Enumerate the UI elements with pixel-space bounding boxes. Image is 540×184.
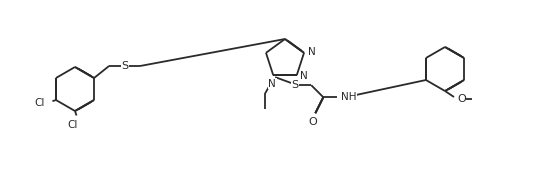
Text: Cl: Cl — [68, 120, 78, 130]
Text: N: N — [300, 71, 308, 81]
Text: O: O — [309, 117, 318, 127]
Text: S: S — [292, 80, 299, 90]
Text: O: O — [457, 94, 465, 104]
Text: N: N — [268, 79, 276, 89]
Text: NH: NH — [341, 92, 357, 102]
Text: N: N — [307, 47, 315, 57]
Text: S: S — [122, 61, 129, 71]
Text: Cl: Cl — [35, 98, 45, 108]
